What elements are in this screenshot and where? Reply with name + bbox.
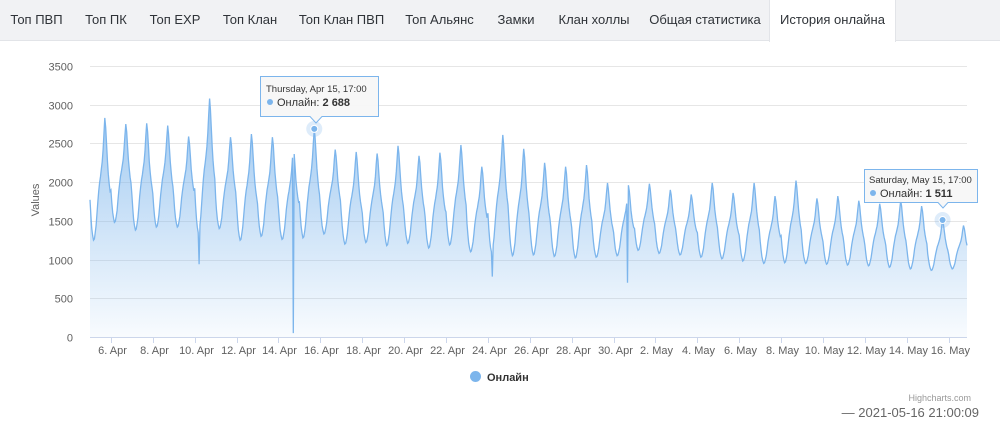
x-tick-label: 6. Apr (98, 345, 127, 357)
tab-online-history[interactable]: История онлайна (769, 0, 896, 42)
tab-top-alliance[interactable]: Топ Альянс (405, 12, 474, 27)
hover-point (310, 124, 319, 133)
tab-top-exp[interactable]: Топ EXP (149, 12, 201, 27)
tooltip-box (864, 169, 978, 209)
y-tick-label: 500 (55, 294, 73, 306)
y-tick-label: 1000 (49, 256, 73, 268)
legend-label: Онлайн (487, 372, 529, 384)
x-tick-label: 24. Apr (472, 345, 507, 357)
x-tick-label: 8. Apr (140, 345, 169, 357)
y-tick-label: 3500 (49, 62, 73, 74)
tab-top-pk[interactable]: Топ ПК (85, 12, 127, 27)
x-tick-label: 22. Apr (430, 345, 465, 357)
tooltip-apr-15: Thursday, Apr 15, 17:00 Онлайн: 2 688 (260, 76, 379, 124)
tooltip-series-dot (870, 190, 876, 196)
tooltip-value: 1 511 (926, 188, 953, 200)
svg-text:Онлайн: 1 511: Онлайн: 1 511 (880, 188, 952, 200)
tooltip-header: Thursday, Apr 15, 17:00 (266, 84, 367, 95)
hover-point (938, 216, 947, 225)
x-tick-label: 14. Apr (262, 345, 297, 357)
y-tick-label: 0 (67, 333, 73, 345)
y-tick-label: 1500 (49, 217, 73, 229)
tooltip-series-name: Онлайн (880, 188, 919, 200)
legend-item-online[interactable]: Онлайн (470, 371, 529, 384)
svg-text:Онлайн: 2 688: Онлайн: 2 688 (277, 97, 350, 109)
x-tick-label: 8. May (766, 345, 800, 357)
y-axis-title: Values (30, 183, 42, 216)
x-axis-labels: 6. Apr 8. Apr 10. Apr 12. Apr 14. Apr 16. Apr… (98, 345, 970, 357)
y-tick-label: 2000 (49, 178, 73, 190)
tab-castles[interactable]: Замки (497, 12, 535, 27)
update-timestamp: — 2021-05-16 21:00:09 (841, 405, 979, 420)
tooltip-series-name: Онлайн (277, 97, 316, 109)
tab-top-clan[interactable]: Топ Клан (222, 12, 278, 27)
hover-markers (306, 120, 951, 229)
online-history-chart: 0 500 1000 1500 2000 2500 3000 3500 Values 6. A… (30, 62, 978, 357)
x-tick-label: 2. May (640, 345, 674, 357)
tooltip-series-dot (267, 99, 273, 105)
tooltip-value: 2 688 (323, 97, 351, 109)
x-tick-label: 10. Apr (179, 345, 214, 357)
x-tick-label: 20. Apr (388, 345, 423, 357)
tab-top-clan-pvp[interactable]: Топ Клан ПВП (298, 12, 385, 27)
tooltip-may-15: Saturday, May 15, 17:00 Онлайн: 1 511 (864, 169, 978, 209)
y-axis-labels: 0 500 1000 1500 2000 2500 3000 3500 (49, 62, 73, 345)
x-tick-label: 16. Apr (304, 345, 339, 357)
x-tick-label: 12. May (847, 345, 887, 357)
tooltip-box (260, 76, 379, 124)
x-tick-label: 16. May (931, 345, 971, 357)
tab-clan-halls[interactable]: Клан холлы (558, 12, 630, 27)
y-tick-label: 3000 (49, 101, 73, 113)
tab-top-pvp[interactable]: Топ ПВП (10, 12, 63, 27)
x-tick-label: 26. Apr (514, 345, 549, 357)
x-tick-label: 10. May (805, 345, 845, 357)
x-tick-label: 14. May (889, 345, 929, 357)
x-tick-label: 30. Apr (598, 345, 633, 357)
x-tick-label: 4. May (682, 345, 716, 357)
x-tick-label: 6. May (724, 345, 758, 357)
x-tick-label: 12. Apr (221, 345, 256, 357)
tooltip-header: Saturday, May 15, 17:00 (869, 175, 972, 186)
online-series-line[interactable] (89, 98, 968, 334)
x-tick-label: 28. Apr (556, 345, 591, 357)
credits-link[interactable]: Highcharts.com (908, 393, 971, 403)
tab-bar: Топ ПВП Топ ПК Топ EXP Топ Клан Топ Клан… (0, 0, 1000, 42)
x-tick-label: 18. Apr (346, 345, 381, 357)
y-tick-label: 2500 (49, 139, 73, 151)
online-series-area (90, 98, 967, 337)
legend-dot-icon (470, 371, 481, 382)
x-axis-ticks (111, 337, 950, 343)
tab-general-stats[interactable]: Общая статистика (649, 12, 761, 27)
